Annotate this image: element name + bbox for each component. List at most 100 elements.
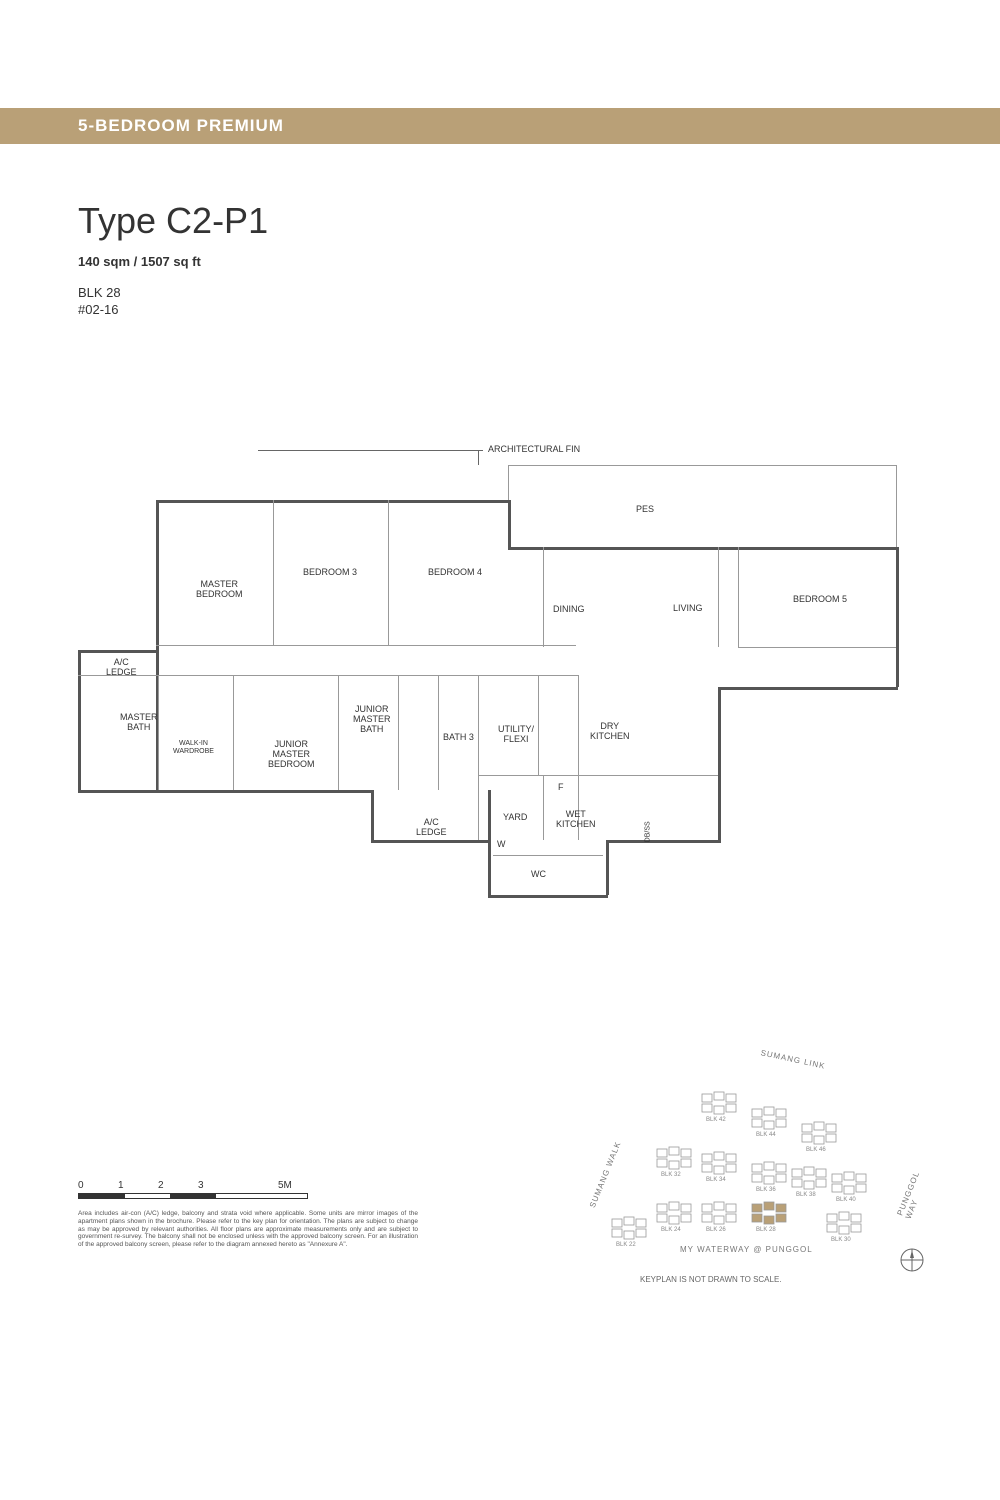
keyplan: SUMANG LINK SUMANG WALK PUNGGOL WAY MY W…: [565, 1050, 945, 1270]
category-label: 5-BEDROOM PREMIUM: [78, 116, 284, 136]
room-ac-ledge: A/C LEDGE: [106, 658, 137, 678]
wall: [156, 645, 576, 646]
keyplan-note: KEYPLAN IS NOT DRAWN TO SCALE.: [640, 1275, 782, 1284]
room-wc: WC: [531, 870, 546, 880]
scale-1: 1: [118, 1180, 158, 1191]
keyplan-block: [655, 1145, 695, 1171]
keyplan-block: [825, 1210, 865, 1236]
keyplan-block-label: BLK 26: [706, 1227, 726, 1233]
scale-2: 2: [158, 1180, 198, 1191]
wall: [718, 687, 721, 842]
wall: [606, 840, 666, 843]
wall: [478, 675, 479, 840]
keyplan-block-label: BLK 42: [706, 1117, 726, 1123]
wall: [543, 547, 544, 647]
compass-icon: [900, 1248, 924, 1272]
keyplan-block: [830, 1170, 870, 1196]
wall: [606, 840, 609, 895]
unit-label: #02-16: [78, 302, 121, 319]
wall: [78, 650, 156, 653]
blk-unit: BLK 28 #02-16: [78, 285, 121, 319]
wall: [156, 790, 374, 793]
floorplan: ARCHITECTURAL FIN: [78, 440, 898, 910]
wall: [738, 547, 739, 647]
keyplan-block-label: BLK 30: [831, 1237, 851, 1243]
room-bath3: BATH 3: [443, 733, 474, 743]
wall: [488, 790, 491, 840]
wall: [488, 790, 490, 793]
room-pes: PES: [636, 505, 654, 515]
scale-3: 3: [198, 1180, 278, 1191]
wall: [896, 465, 897, 547]
wall: [338, 675, 339, 790]
keyplan-block: [750, 1200, 790, 1226]
keyplan-block-label: BLK 46: [806, 1147, 826, 1153]
keyplan-block: [800, 1120, 840, 1146]
room-bedroom3: BEDROOM 3: [303, 568, 357, 578]
keyplan-block-label: BLK 44: [756, 1132, 776, 1138]
room-bedroom5: BEDROOM 5: [793, 595, 847, 605]
wall: [156, 500, 508, 503]
keyplan-block: [655, 1200, 695, 1226]
scale-bar-graphic: [78, 1193, 308, 1199]
room-utility: UTILITY/ FLEXI: [498, 725, 534, 745]
wall: [738, 647, 896, 648]
scale-0: 0: [78, 1180, 118, 1191]
scale-5m: 5M: [278, 1180, 292, 1191]
road-waterway: MY WATERWAY @ PUNGGOL: [680, 1245, 813, 1254]
keyplan-block: [750, 1105, 790, 1131]
scale-bar: 0 1 2 3 5M: [78, 1180, 308, 1199]
disclaimer: Area includes air-con (A/C) ledge, balco…: [78, 1210, 418, 1249]
scale-labels: 0 1 2 3 5M: [78, 1180, 308, 1191]
road-sumang-link: SUMANG LINK: [760, 1048, 827, 1071]
type-title: Type C2-P1: [78, 200, 268, 242]
wall: [156, 500, 159, 650]
room-f: F: [558, 783, 564, 793]
room-dbss: DB/SS: [645, 821, 653, 842]
wall: [508, 465, 896, 466]
wall: [538, 775, 718, 776]
keyplan-block-label: BLK 36: [756, 1187, 776, 1193]
room-master-bedroom: MASTER BEDROOM: [196, 580, 243, 600]
wall: [543, 775, 544, 840]
wall: [438, 675, 439, 790]
room-yard: YARD: [503, 813, 527, 823]
blk-label: BLK 28: [78, 285, 121, 302]
room-w: W: [497, 840, 506, 850]
wall: [508, 547, 898, 550]
room-jm-bedroom: JUNIOR MASTER BEDROOM: [268, 740, 315, 770]
room-living: LIVING: [673, 604, 703, 614]
wall: [896, 547, 899, 687]
keyplan-block-label: BLK 22: [616, 1242, 636, 1248]
wall: [371, 790, 374, 840]
keyplan-block: [700, 1090, 740, 1116]
keyplan-block: [610, 1215, 650, 1241]
room-dining: DINING: [553, 605, 585, 615]
room-master-bath: MASTER BATH: [120, 713, 158, 733]
keyplan-block-label: BLK 24: [661, 1227, 681, 1233]
room-ac-ledge2: A/C LEDGE: [416, 818, 447, 838]
wall: [398, 675, 399, 790]
wall: [78, 675, 578, 676]
wall: [388, 500, 389, 645]
road-punggol-way: PUNGGOL WAY: [895, 1158, 934, 1220]
wall: [78, 650, 81, 790]
wall: [508, 500, 511, 547]
wall: [488, 840, 491, 895]
keyplan-block: [750, 1160, 790, 1186]
keyplan-block-label: BLK 34: [706, 1177, 726, 1183]
wall: [233, 675, 234, 790]
arch-fin-leader: [258, 450, 483, 451]
arch-fin-leader-v: [478, 450, 479, 465]
wall: [718, 687, 898, 690]
room-dry-kitchen: DRY KITCHEN: [590, 722, 630, 742]
wall: [718, 547, 719, 647]
wall: [663, 840, 721, 843]
category-banner: 5-BEDROOM PREMIUM: [0, 108, 1000, 144]
room-bedroom4: BEDROOM 4: [428, 568, 482, 578]
room-walkin: WALK-IN WARDROBE: [173, 740, 214, 755]
keyplan-block: [700, 1150, 740, 1176]
keyplan-block-label: BLK 28: [756, 1227, 776, 1233]
wall: [78, 790, 156, 793]
wall: [538, 675, 539, 775]
